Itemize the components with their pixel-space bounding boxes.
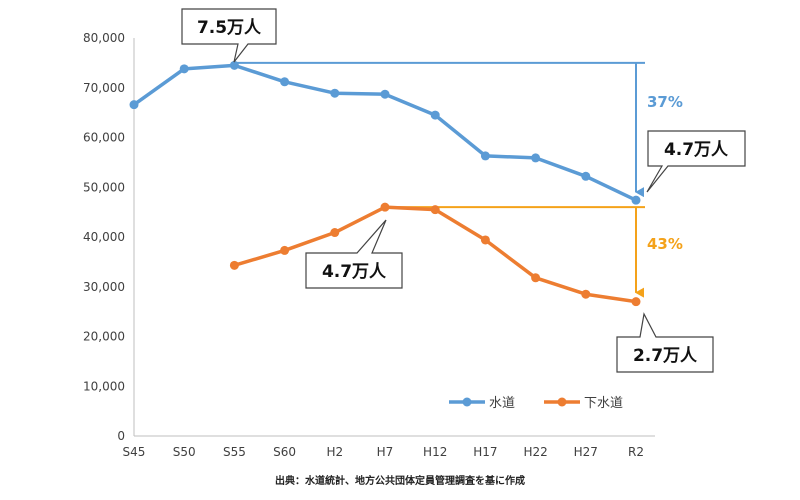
y-tick-label: 80,000: [83, 31, 125, 45]
legend-swatch-marker: [557, 397, 567, 407]
sewer-reference: [385, 206, 645, 298]
callout-sewer-end-text: 2.7万人: [633, 346, 698, 366]
callout-sewer-peak-text: 4.7万人: [322, 262, 387, 282]
y-tick-label: 70,000: [83, 81, 125, 95]
callout-sewer-end-box: [616, 312, 714, 373]
data-point: [380, 202, 390, 212]
x-tick-label: S60: [273, 445, 296, 459]
data-point: [480, 235, 490, 245]
x-tick-label: H7: [377, 445, 394, 459]
callout-sewer-end: 2.7万人: [616, 312, 714, 373]
data-point: [129, 100, 139, 110]
callout-water-end-box: [646, 130, 746, 193]
legend-swatch-marker: [462, 397, 472, 407]
x-tick-label: H12: [423, 445, 447, 459]
data-point: [380, 89, 390, 99]
y-tick-label: 40,000: [83, 230, 125, 244]
x-tick-label: S45: [123, 445, 146, 459]
callout-water-peak: 7.5万人: [181, 8, 277, 63]
data-point: [229, 60, 239, 70]
callout-sewer-peak-box: [305, 219, 403, 289]
data-point: [581, 171, 591, 181]
y-tick-label: 20,000: [83, 330, 125, 344]
sewer-decrease-label: 43%: [647, 235, 683, 253]
data-point: [179, 64, 189, 74]
series-line-sewer: [233, 205, 637, 304]
y-ticks: 0 10,000 20,000 30,000 40,000 50,000 60,000 70,…: [83, 31, 125, 443]
data-point: [531, 273, 541, 283]
data-point: [531, 153, 541, 163]
y-tick-label: 60,000: [83, 131, 125, 145]
y-tick-label: 0: [117, 429, 125, 443]
legend-label: 水道: [489, 396, 515, 411]
source-note: 出典：水道統計、地方公共団体定員管理調査を基に作成: [275, 474, 525, 487]
data-point: [430, 110, 440, 120]
data-point: [631, 195, 641, 205]
water-reference: [234, 61, 645, 198]
x-tick-label: H2: [326, 445, 343, 459]
y-tick-label: 50,000: [83, 180, 125, 194]
callout-water-peak-text: 7.5万人: [197, 18, 262, 38]
x-ticks: S45 S50 S55 S60 H2 H7 H12 H17 H22 H27 R2: [123, 445, 644, 459]
data-point: [330, 88, 340, 98]
data-point: [430, 205, 440, 215]
data-point: [330, 228, 340, 238]
data-point: [280, 245, 290, 255]
series-layer: [129, 60, 641, 307]
data-point: [581, 289, 591, 299]
callout-water-end: 4.7万人: [646, 130, 746, 193]
data-point: [480, 151, 490, 161]
callout-sewer-peak: 4.7万人: [305, 219, 403, 289]
series-line-water: [132, 63, 637, 202]
y-tick-label: 30,000: [83, 280, 125, 294]
callout-water-peak-box: [181, 8, 277, 63]
x-tick-label: R2: [628, 445, 644, 459]
callout-water-end-text: 4.7万人: [664, 140, 729, 160]
x-tick-label: S50: [173, 445, 196, 459]
x-tick-label: H27: [574, 445, 598, 459]
y-tick-label: 10,000: [83, 379, 125, 393]
x-tick-label: H17: [473, 445, 497, 459]
data-point: [280, 77, 290, 87]
x-tick-label: H22: [523, 445, 547, 459]
x-tick-label: S55: [223, 445, 246, 459]
legend-label: 下水道: [584, 396, 623, 411]
legend: 水道 下水道: [449, 396, 623, 411]
data-point: [229, 260, 239, 270]
data-point: [631, 297, 641, 307]
water-decrease-label: 37%: [647, 93, 683, 111]
